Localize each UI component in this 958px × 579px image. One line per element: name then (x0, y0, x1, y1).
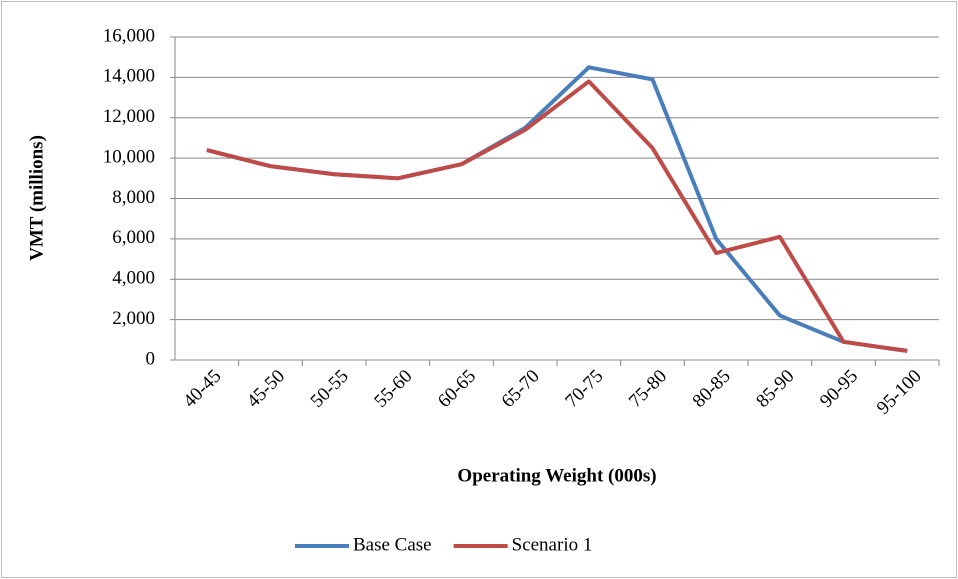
line-series (206, 79, 908, 353)
y-axis-title: VMT (millions) (26, 135, 47, 261)
legend-label: Scenario 1 (512, 534, 593, 555)
y-tick-label: 2,000 (112, 308, 155, 329)
y-tick-label: 14,000 (103, 66, 155, 87)
y-tick-label: 10,000 (103, 146, 155, 167)
y-tick-label: 6,000 (112, 227, 155, 248)
y-tick-label: 12,000 (103, 106, 155, 127)
y-tick-label: 0 (146, 348, 156, 369)
y-tick-label: 4,000 (112, 268, 155, 289)
y-tick-label: 16,000 (103, 25, 155, 46)
legend-label: Base Case (353, 534, 432, 555)
y-tick-label: 8,000 (112, 187, 155, 208)
x-axis-title: Operating Weight (000s) (457, 465, 656, 486)
